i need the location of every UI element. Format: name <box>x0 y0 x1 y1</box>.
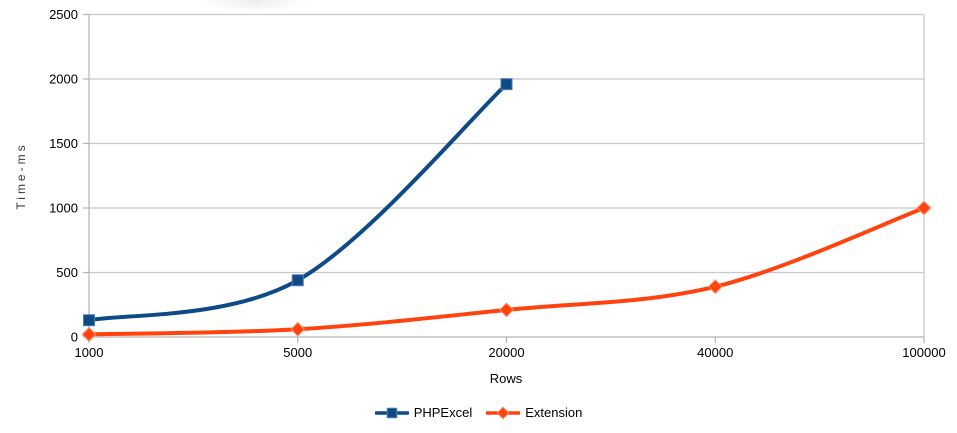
legend-item-phpexcel: PHPExcel <box>374 405 473 420</box>
series-line-phpexcel <box>87 82 509 323</box>
marker-square-phpexcel <box>291 274 304 287</box>
x-tick-label: 40000 <box>697 345 733 360</box>
marker-diamond-extension <box>916 200 932 216</box>
x-tick-label: 1000 <box>75 345 104 360</box>
y-axis-title: Time-ms <box>14 142 28 210</box>
marker-diamond-extension-legend <box>496 406 510 419</box>
marker-diamond-extension <box>499 302 514 318</box>
legend-swatch-phpexcel-square-marker-icon <box>374 406 409 420</box>
y-tick-label: 0 <box>71 330 78 345</box>
legend-item-extension: Extension <box>486 405 582 420</box>
y-tick-label: 1000 <box>49 201 78 216</box>
y-tick-label: 1500 <box>49 136 78 151</box>
marker-square-phpexcel <box>83 314 95 327</box>
legend-label-phpexcel: PHPExcel <box>413 405 473 420</box>
y-tick-label: 2500 <box>49 7 78 22</box>
x-axis-title: Rows <box>489 371 523 386</box>
legend-swatch-extension-diamond-marker-icon <box>486 406 521 420</box>
legend: PHPExcel Extension <box>0 405 957 420</box>
legend-label-extension: Extension <box>525 405 583 420</box>
marker-square-phpexcel-legend <box>386 407 397 418</box>
marker-square-phpexcel <box>500 78 513 91</box>
y-tick-label: 500 <box>56 265 78 280</box>
marker-diamond-extension <box>81 327 97 342</box>
x-tick-label: 20000 <box>488 345 524 360</box>
marker-diamond-extension <box>290 321 306 337</box>
x-tick-label: 100000 <box>902 345 945 360</box>
marker-diamond-extension <box>707 279 723 295</box>
y-tick-label: 2000 <box>49 72 78 87</box>
x-tick-label: 5000 <box>283 345 312 360</box>
